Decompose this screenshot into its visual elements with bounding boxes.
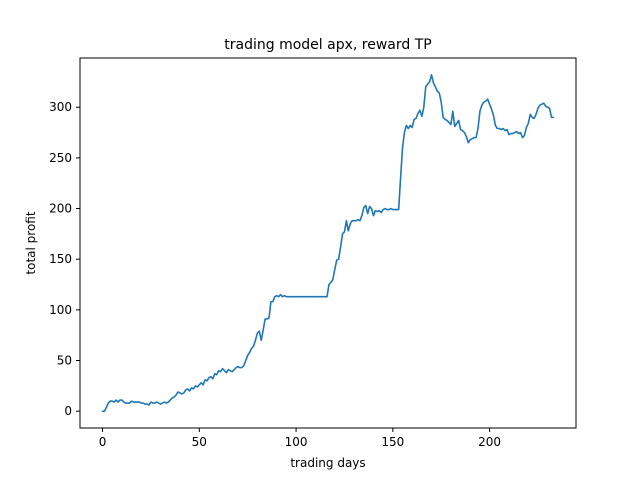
y-axis-ticks: 0 50 100 150 200 250 300 <box>49 100 80 418</box>
axes-frame <box>79 57 577 429</box>
y-tick-label: 50 <box>57 354 72 368</box>
x-tick-label: 0 <box>99 435 107 449</box>
series-layer <box>101 74 555 412</box>
x-tick-label: 100 <box>285 435 308 449</box>
x-axis-ticks: 0 50 100 150 200 <box>99 428 501 449</box>
y-axis-label: total profit <box>24 211 38 274</box>
y-tick-label: 100 <box>49 303 72 317</box>
x-axis-label: trading days <box>290 456 365 470</box>
y-tick-label: 200 <box>49 202 72 216</box>
y-tick-label: 250 <box>49 151 72 165</box>
x-tick-label: 50 <box>192 435 207 449</box>
chart-title: trading model apx, reward TP <box>224 37 431 53</box>
plot-area <box>80 58 576 428</box>
x-tick-label: 150 <box>381 435 404 449</box>
y-tick-label: 0 <box>64 404 72 418</box>
series-line-0 <box>101 74 555 412</box>
y-tick-label: 150 <box>49 252 72 266</box>
x-tick-label: 200 <box>478 435 501 449</box>
y-tick-label: 300 <box>49 100 72 114</box>
